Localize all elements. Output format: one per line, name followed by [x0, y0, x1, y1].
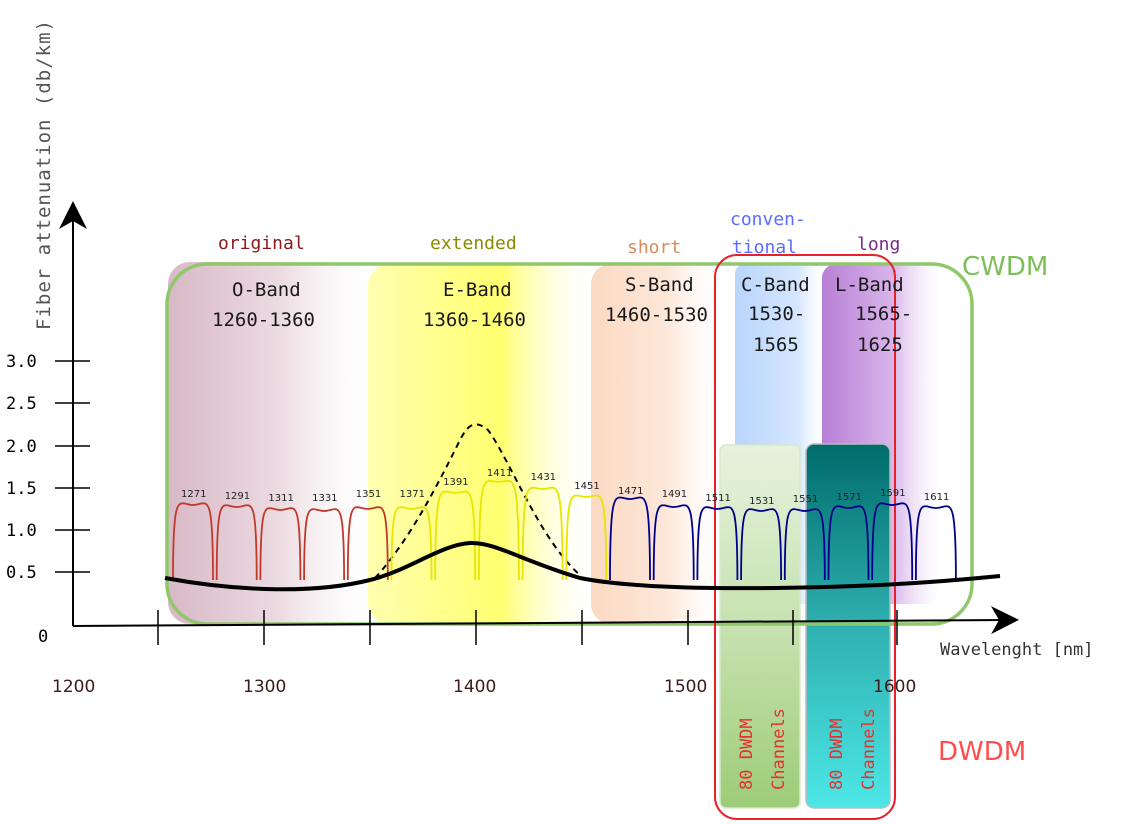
label-long: long	[857, 234, 900, 255]
channel-filter-1391	[434, 490, 477, 581]
x-tick-1300: 1300	[243, 677, 286, 697]
x-axis-title: Wavelenght [nm]	[940, 640, 1094, 660]
y-tick-2-5: 2.5	[6, 394, 37, 414]
channel-label-1371: 1371	[400, 489, 425, 500]
channel-filter-1551	[783, 508, 826, 581]
e-band-range: 1360-1460	[423, 309, 526, 331]
channel-label-1291: 1291	[225, 491, 250, 502]
channel-label-1391: 1391	[443, 477, 468, 488]
channel-label-1591: 1591	[880, 488, 905, 499]
channel-label-1311: 1311	[268, 493, 293, 504]
y-axis-title: Fiber attenuation (db/km)	[33, 19, 55, 330]
dwdm-block-l-line2: Channels	[859, 708, 879, 790]
channel-filter-1591	[871, 502, 914, 581]
channel-filter-1511	[696, 506, 739, 581]
channel-filter-1331	[303, 508, 345, 581]
label-conventional-2: tional	[732, 237, 797, 258]
channel-filter-1451	[565, 494, 608, 581]
l-band-range-1: 1565-	[855, 303, 912, 325]
channel-filter-1471	[609, 496, 651, 581]
channel-label-1411: 1411	[487, 468, 512, 479]
o-band-region	[168, 262, 373, 624]
dwdm-label: DWDM	[938, 737, 1026, 767]
channel-label-1331: 1331	[312, 493, 337, 504]
channel-label-1571: 1571	[837, 492, 862, 503]
s-band-name: S-Band	[625, 274, 694, 296]
channel-label-1491: 1491	[662, 489, 687, 500]
y-ticks	[55, 360, 90, 573]
dwdm-block-c-line2: Channels	[769, 708, 789, 790]
dwdm-block-l	[805, 443, 891, 809]
y-tick-0: 0	[38, 627, 48, 647]
channel-label-1451: 1451	[574, 481, 599, 492]
label-short: short	[627, 237, 681, 258]
cwdm-outline	[165, 262, 974, 626]
channel-filter-1411	[478, 479, 520, 581]
channel-label-1511: 1511	[705, 493, 730, 504]
label-original: original	[218, 233, 305, 254]
channel-filter-1271	[172, 502, 214, 581]
channel-label-1551: 1551	[793, 494, 818, 505]
channel-label-1471: 1471	[618, 486, 643, 497]
dwdm-outline	[714, 254, 896, 820]
label-extended: extended	[430, 233, 517, 254]
x-tick-1200: 1200	[52, 677, 95, 697]
x-tick-1500: 1500	[664, 677, 707, 697]
y-tick-1-0: 1.0	[6, 521, 37, 541]
x-ticks	[157, 610, 898, 645]
c-band-range-2: 1565	[753, 334, 799, 356]
o-band-name: O-Band	[232, 279, 301, 301]
y-tick-1-5: 1.5	[6, 479, 37, 499]
channel-label-1611: 1611	[924, 492, 949, 503]
channel-filters	[172, 479, 957, 581]
e-band-name: E-Band	[443, 279, 512, 301]
dwdm-block-c-line1: 80 DWDM	[737, 718, 757, 790]
s-band-region	[591, 264, 721, 624]
channel-filter-1571	[827, 505, 870, 581]
l-band-name: L-Band	[835, 274, 904, 296]
channel-filter-1611	[915, 505, 957, 581]
x-axis	[72, 606, 1019, 635]
x-tick-1600: 1600	[873, 677, 916, 697]
channel-filter-1531	[740, 508, 782, 581]
channel-filter-1431	[521, 486, 564, 581]
c-band-name: C-Band	[741, 274, 810, 296]
cwdm-label: CWDM	[962, 252, 1048, 282]
channel-label-1271: 1271	[181, 489, 206, 500]
dwdm-block-l-line1: 80 DWDM	[827, 718, 847, 790]
channel-filter-1351	[346, 506, 389, 581]
y-tick-2-0: 2.0	[6, 437, 37, 457]
y-tick-3-0: 3.0	[6, 352, 37, 372]
o-band-range: 1260-1360	[212, 309, 315, 331]
channel-filter-1491	[652, 504, 695, 581]
y-tick-0-5: 0.5	[6, 563, 37, 583]
label-conventional-1: conven-	[730, 209, 806, 230]
channel-filter-1291	[215, 504, 258, 581]
attenuation-curve	[164, 540, 1001, 592]
channel-label-1531: 1531	[749, 496, 774, 507]
x-tick-1400: 1400	[453, 677, 496, 697]
channel-label-1431: 1431	[531, 472, 556, 483]
channel-label-1351: 1351	[356, 489, 381, 500]
channel-filter-1371	[390, 506, 433, 581]
c-band-range-1: 1530-	[748, 303, 805, 325]
l-band-range-2: 1625	[857, 334, 903, 356]
e-band-region	[368, 264, 590, 624]
channel-filter-1311	[259, 507, 302, 581]
channel-labels: 1271 1291 1311 1331 1351 1371 1391 1411 1431 1451…	[181, 468, 949, 507]
s-band-range: 1460-1530	[605, 304, 708, 326]
